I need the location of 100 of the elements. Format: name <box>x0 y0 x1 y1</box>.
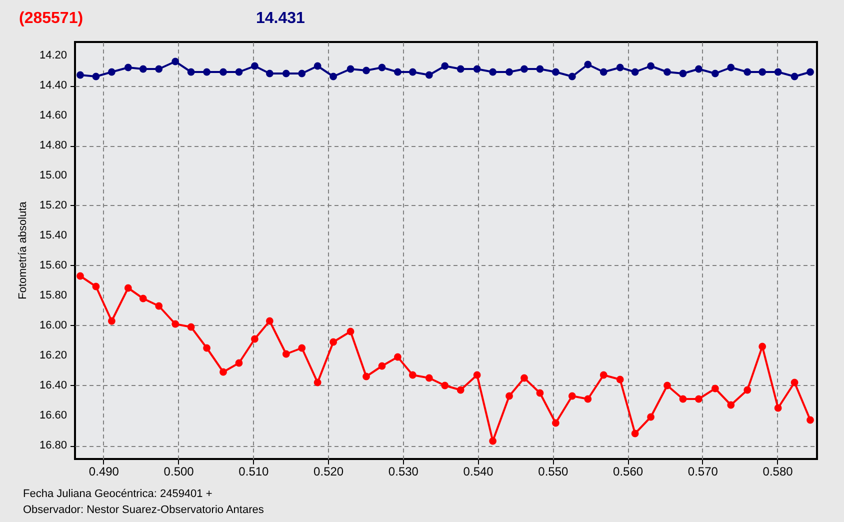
point <box>616 64 624 72</box>
point <box>220 68 227 76</box>
point <box>425 71 433 79</box>
y-axis-title: Fotometría absoluta <box>17 200 29 300</box>
point <box>378 362 386 370</box>
point <box>711 384 719 392</box>
point <box>362 66 370 74</box>
point <box>298 70 306 78</box>
point <box>362 372 370 380</box>
point <box>506 68 513 76</box>
point <box>108 68 116 76</box>
point <box>584 60 592 68</box>
point <box>346 328 354 336</box>
point <box>679 70 687 78</box>
y-tick-label: 15.60 <box>39 260 67 272</box>
point <box>631 430 639 438</box>
point <box>489 68 497 76</box>
point <box>758 342 766 350</box>
point <box>155 65 163 73</box>
y-tick-label: 15.40 <box>39 230 67 242</box>
point <box>394 353 402 361</box>
y-tick-label: 14.60 <box>39 110 67 122</box>
point <box>790 378 798 386</box>
point <box>806 416 814 424</box>
point <box>394 68 402 76</box>
point <box>408 371 416 379</box>
point <box>631 68 639 76</box>
x-axis-title: Fecha Juliana Geocéntrica: 2459401 + <box>23 488 212 500</box>
y-tick-label: 15.80 <box>39 290 67 302</box>
point <box>506 392 513 400</box>
point <box>473 65 481 73</box>
x-tick-label: 0.490 <box>88 464 120 478</box>
point <box>664 68 671 76</box>
point <box>314 62 322 70</box>
x-tick-label: 0.510 <box>238 464 270 478</box>
point <box>139 294 147 302</box>
point <box>616 376 624 384</box>
point <box>298 344 306 352</box>
x-tick-label: 0.560 <box>613 464 644 478</box>
x-tick-label: 0.540 <box>463 464 494 478</box>
x-tick-label: 0.500 <box>164 464 194 478</box>
point <box>425 374 433 382</box>
chart-title: (285571) <box>19 10 84 27</box>
point <box>314 378 322 386</box>
point <box>744 386 752 394</box>
point <box>727 64 735 72</box>
point <box>76 71 84 79</box>
point <box>235 68 243 76</box>
point <box>473 371 481 379</box>
point <box>568 392 576 400</box>
point <box>139 65 147 73</box>
point <box>282 70 290 78</box>
point <box>520 374 528 382</box>
point <box>711 70 719 78</box>
chart-subtitle: 14.431 <box>256 10 306 27</box>
point <box>330 72 338 80</box>
point <box>758 68 766 76</box>
point <box>282 350 290 358</box>
point <box>552 419 560 427</box>
point <box>235 359 243 367</box>
point <box>203 68 210 76</box>
point <box>536 65 544 73</box>
y-tick-label: 16.60 <box>39 410 67 422</box>
point <box>727 401 735 409</box>
point <box>806 68 814 76</box>
point <box>600 68 608 76</box>
point <box>694 395 702 403</box>
y-tick-label: 15.20 <box>39 200 67 212</box>
point <box>330 338 338 346</box>
y-tick-label: 14.20 <box>39 50 67 62</box>
point <box>220 368 227 376</box>
y-tick-label: 15.00 <box>39 170 67 182</box>
point <box>744 68 752 76</box>
point <box>266 70 274 78</box>
point <box>600 371 608 379</box>
point <box>774 68 782 76</box>
x-tick-label: 0.520 <box>314 464 344 478</box>
y-tick-label: 14.40 <box>39 80 67 92</box>
point <box>76 272 84 280</box>
point <box>790 72 798 80</box>
point <box>408 68 416 76</box>
point <box>172 320 180 328</box>
point <box>250 335 258 343</box>
point <box>520 65 528 73</box>
point <box>774 404 782 412</box>
point <box>92 282 100 290</box>
point <box>584 395 592 403</box>
point <box>536 389 544 397</box>
point <box>92 72 100 80</box>
x-tick-label: 0.570 <box>688 464 718 478</box>
text: Observador: Nestor Suarez-Observatorio Antares <box>23 504 264 516</box>
point <box>124 64 132 72</box>
y-tick-label: 16.40 <box>39 380 67 392</box>
point <box>250 62 258 70</box>
point <box>679 395 687 403</box>
point <box>378 64 386 72</box>
point <box>568 72 576 80</box>
point <box>187 68 195 76</box>
point <box>664 382 671 390</box>
point <box>552 68 560 76</box>
